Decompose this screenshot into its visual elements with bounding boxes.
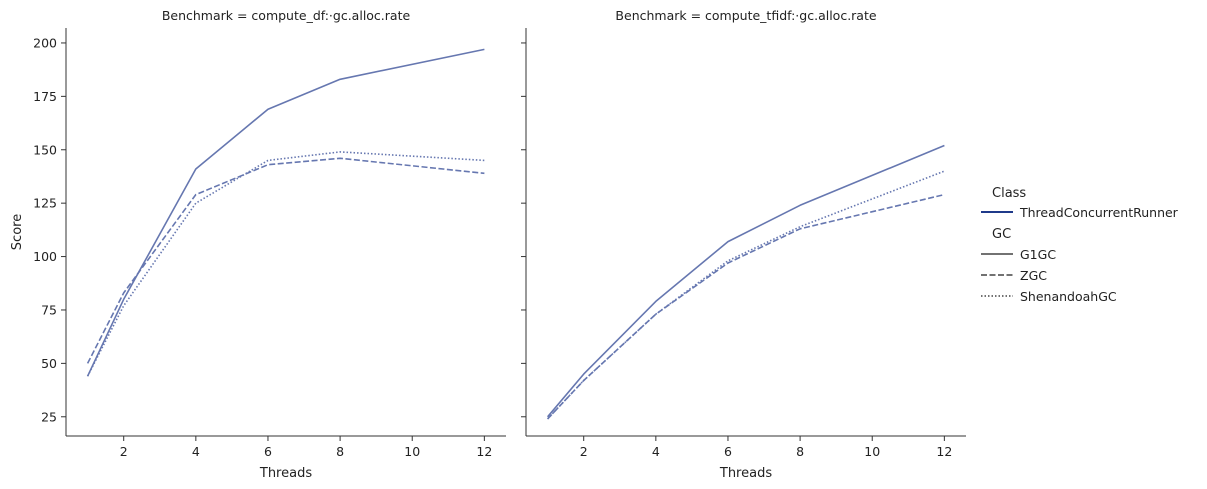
y-tick-label: 25 <box>41 409 57 424</box>
x-tick-label: 2 <box>580 444 588 459</box>
y-tick-label: 175 <box>33 89 57 104</box>
x-tick-label: 10 <box>404 444 420 459</box>
y-tick-label: 200 <box>33 35 57 50</box>
legend-label: ThreadConcurrentRunner <box>1019 205 1179 220</box>
x-tick-label: 6 <box>724 444 732 459</box>
x-axis-label: Threads <box>719 466 772 481</box>
legend-gc-title: GC <box>992 227 1011 242</box>
series-line-shenandoahgc <box>86 151 485 377</box>
legend-label: ShenandoahGC <box>1020 289 1117 304</box>
series-line-shenandoahgc <box>547 170 945 420</box>
legend: Class ThreadConcurrentRunner GC G1GC ZGC… <box>981 186 1179 304</box>
x-axis-label: Threads <box>259 466 312 481</box>
series-line-g1gc <box>546 144 945 418</box>
y-tick-label: 125 <box>33 196 57 211</box>
panel-title: Benchmark = compute_df:·gc.alloc.rate <box>162 8 411 23</box>
x-tick-label: 4 <box>652 444 660 459</box>
panel-title: Benchmark = compute_tfidf:·gc.alloc.rate <box>615 8 876 23</box>
x-tick-label: 8 <box>796 444 804 459</box>
legend-label: ZGC <box>1020 268 1047 283</box>
series-line-g1gc <box>86 48 485 377</box>
x-tick-label: 6 <box>264 444 272 459</box>
series-line-zgc <box>547 193 945 420</box>
y-axis-label: Score <box>10 214 25 250</box>
panel-compute-tfidf: Benchmark = compute_tfidf:·gc.alloc.rate… <box>521 8 966 459</box>
series-line-zgc <box>86 157 485 364</box>
x-tick-label: 10 <box>864 444 880 459</box>
y-tick-label: 100 <box>33 249 57 264</box>
x-tick-label: 12 <box>936 444 952 459</box>
panel-compute-df: Benchmark = compute_df:·gc.alloc.rate 2 4… <box>33 8 506 459</box>
y-tick-label: 50 <box>41 356 57 371</box>
x-tick-label: 12 <box>476 444 492 459</box>
legend-label: G1GC <box>1020 247 1056 262</box>
x-tick-label: 4 <box>192 444 200 459</box>
x-tick-label: 2 <box>120 444 128 459</box>
y-tick-label: 75 <box>41 302 57 317</box>
y-tick-label: 150 <box>33 142 57 157</box>
x-tick-label: 8 <box>336 444 344 459</box>
legend-class-title: Class <box>992 186 1026 201</box>
